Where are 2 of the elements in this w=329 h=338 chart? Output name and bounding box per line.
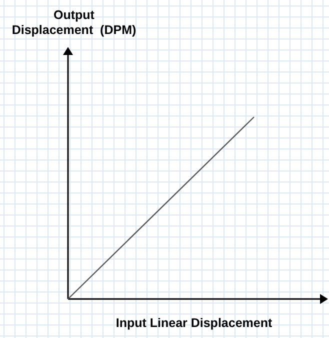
text: Output Displacement (DPM)	[12, 8, 136, 37]
x-axis-title: Input Linear Displacement	[116, 316, 273, 330]
